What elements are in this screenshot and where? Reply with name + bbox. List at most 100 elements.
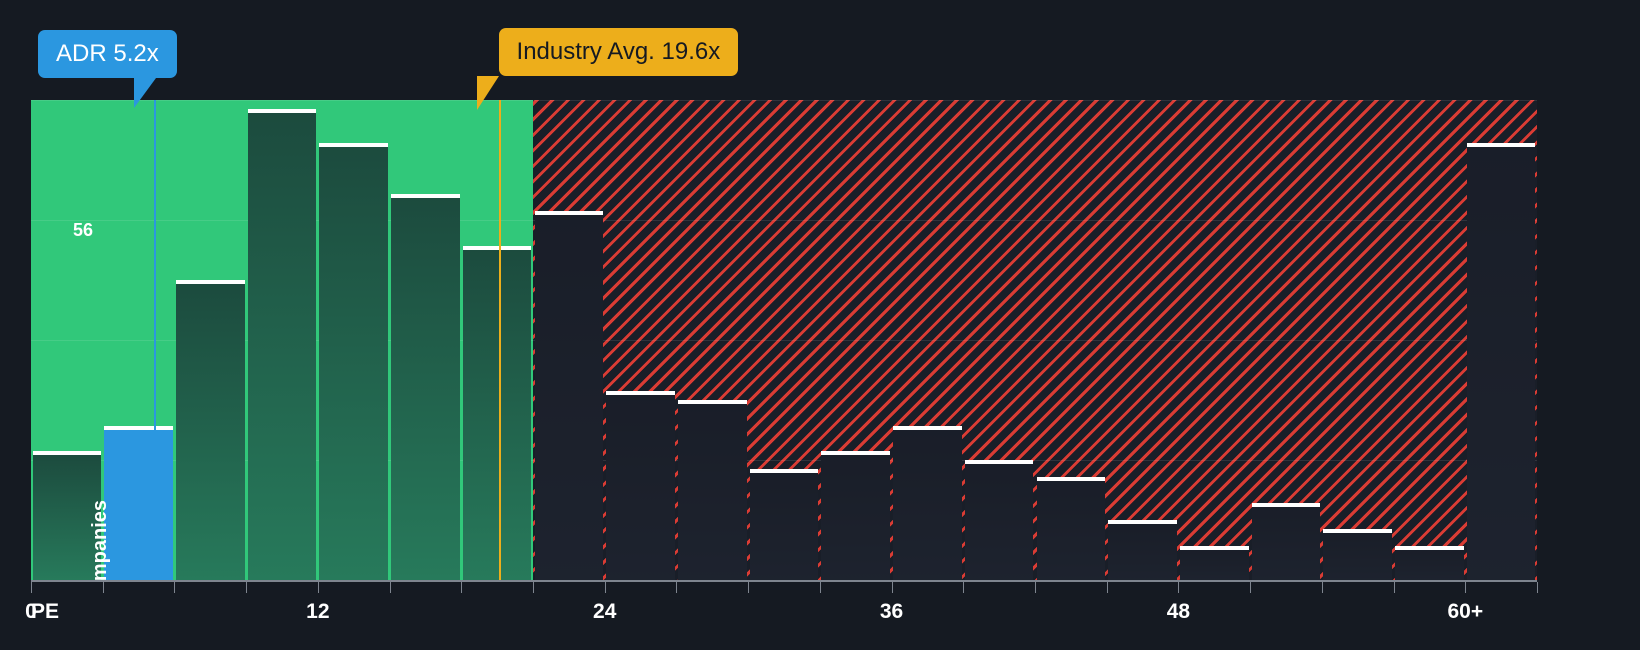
x-axis-tick	[1537, 582, 1538, 593]
bar[interactable]	[1395, 545, 1464, 580]
bar-body	[1323, 532, 1393, 580]
bar-cap	[247, 108, 317, 113]
x-axis-tick-label: 12	[306, 600, 330, 623]
industry-average-callout-label: Industry Avg. 19.6x	[516, 38, 721, 65]
x-axis-tick	[533, 582, 534, 593]
x-axis-tick	[676, 582, 678, 593]
bar-cap	[1251, 502, 1321, 507]
bar-cap	[606, 391, 675, 396]
x-axis-tick	[1106, 582, 1108, 593]
bar-body	[319, 146, 389, 580]
bar[interactable]	[749, 468, 819, 580]
bar-body	[821, 455, 891, 580]
bar-body	[1036, 481, 1106, 580]
industry-average-callout-tail	[476, 76, 499, 110]
bar[interactable]	[534, 211, 604, 580]
industry-average-callout[interactable]: Industry Avg. 19.6x	[498, 28, 739, 76]
x-axis-tick	[1250, 582, 1252, 593]
x-axis-tick	[317, 582, 319, 593]
bar-body	[534, 215, 604, 580]
bar-body	[606, 395, 675, 580]
bar-cap	[893, 425, 962, 430]
bar-cap	[964, 460, 1034, 464]
bar-cap	[821, 451, 891, 456]
bar[interactable]	[247, 108, 317, 580]
x-axis-tick	[1393, 582, 1395, 593]
bar[interactable]	[1466, 142, 1536, 580]
x-axis-prefix-label: PE	[31, 600, 60, 623]
bar[interactable]	[1323, 528, 1393, 580]
y-axis-label: No. of Companies	[89, 500, 112, 580]
adr-marker-line	[154, 100, 157, 580]
bar-body	[893, 429, 962, 580]
bar-cap	[677, 400, 747, 404]
bar-cap	[534, 211, 604, 216]
bar-cap	[1108, 520, 1177, 524]
bar-cap	[175, 280, 245, 284]
bar[interactable]	[893, 425, 962, 580]
bar[interactable]	[1251, 502, 1321, 580]
bar-cap	[32, 451, 102, 456]
bar[interactable]	[821, 451, 891, 580]
zone-overvalued	[533, 100, 1537, 580]
bar-cap	[319, 142, 389, 147]
x-axis-tick	[1178, 582, 1180, 593]
x-axis-line	[31, 580, 1537, 582]
x-axis-tick	[461, 582, 463, 593]
bar[interactable]	[319, 142, 389, 580]
bar[interactable]	[964, 460, 1034, 580]
bar-body	[1179, 549, 1249, 580]
bar-cap	[1036, 477, 1106, 482]
gridline	[31, 460, 1537, 461]
bar-body	[104, 429, 173, 580]
x-axis-tick	[389, 582, 391, 593]
bar-cap	[104, 425, 173, 430]
x-axis-tick-label: 60+	[1447, 600, 1484, 623]
x-axis-tick	[31, 582, 32, 593]
x-axis-tick	[891, 582, 893, 593]
bar-body	[391, 198, 460, 580]
gridline	[31, 100, 1537, 101]
x-axis-tick-label: 48	[1166, 600, 1191, 623]
bar[interactable]	[462, 245, 532, 580]
bar-cap	[1179, 545, 1249, 550]
bar-cap	[462, 245, 532, 250]
bar[interactable]	[677, 400, 747, 580]
bar[interactable]	[104, 425, 173, 580]
bar-body	[462, 249, 532, 580]
x-axis-tick	[819, 582, 821, 593]
adr-callout-label: ADR 5.2x	[56, 40, 159, 67]
y-max-label: 56	[73, 220, 94, 240]
bar[interactable]	[32, 451, 102, 580]
adr-callout-tail	[134, 78, 157, 108]
x-axis-tick-label: 0	[25, 600, 37, 623]
bar-cap	[749, 468, 819, 473]
bar-body	[677, 404, 747, 580]
adr-callout[interactable]: ADR 5.2x	[38, 30, 177, 78]
bar-cap	[1466, 142, 1536, 147]
x-axis-tick	[1321, 582, 1323, 593]
plot-area: 56 No. of Companies	[31, 100, 1537, 580]
x-axis-tick	[963, 582, 965, 593]
bar[interactable]	[175, 280, 245, 580]
x-axis-tick-label: 36	[879, 600, 904, 623]
x-axis-tick	[102, 582, 104, 593]
bar[interactable]	[606, 391, 675, 580]
x-axis-tick	[1035, 582, 1036, 593]
bar-body	[964, 464, 1034, 580]
bar[interactable]	[1179, 545, 1249, 580]
bar-body	[1466, 146, 1536, 580]
bar-body	[1108, 524, 1177, 580]
bar-body	[1251, 506, 1321, 580]
industry-average-line	[498, 100, 501, 580]
bar-cap	[1395, 545, 1464, 550]
bar-body	[749, 472, 819, 580]
gridline	[31, 340, 1537, 341]
bar[interactable]	[1108, 520, 1177, 580]
x-axis-tick	[604, 582, 606, 593]
bar[interactable]	[391, 194, 460, 580]
bar[interactable]	[1036, 477, 1106, 580]
bar-body	[1395, 549, 1464, 580]
bar-body	[175, 284, 245, 580]
